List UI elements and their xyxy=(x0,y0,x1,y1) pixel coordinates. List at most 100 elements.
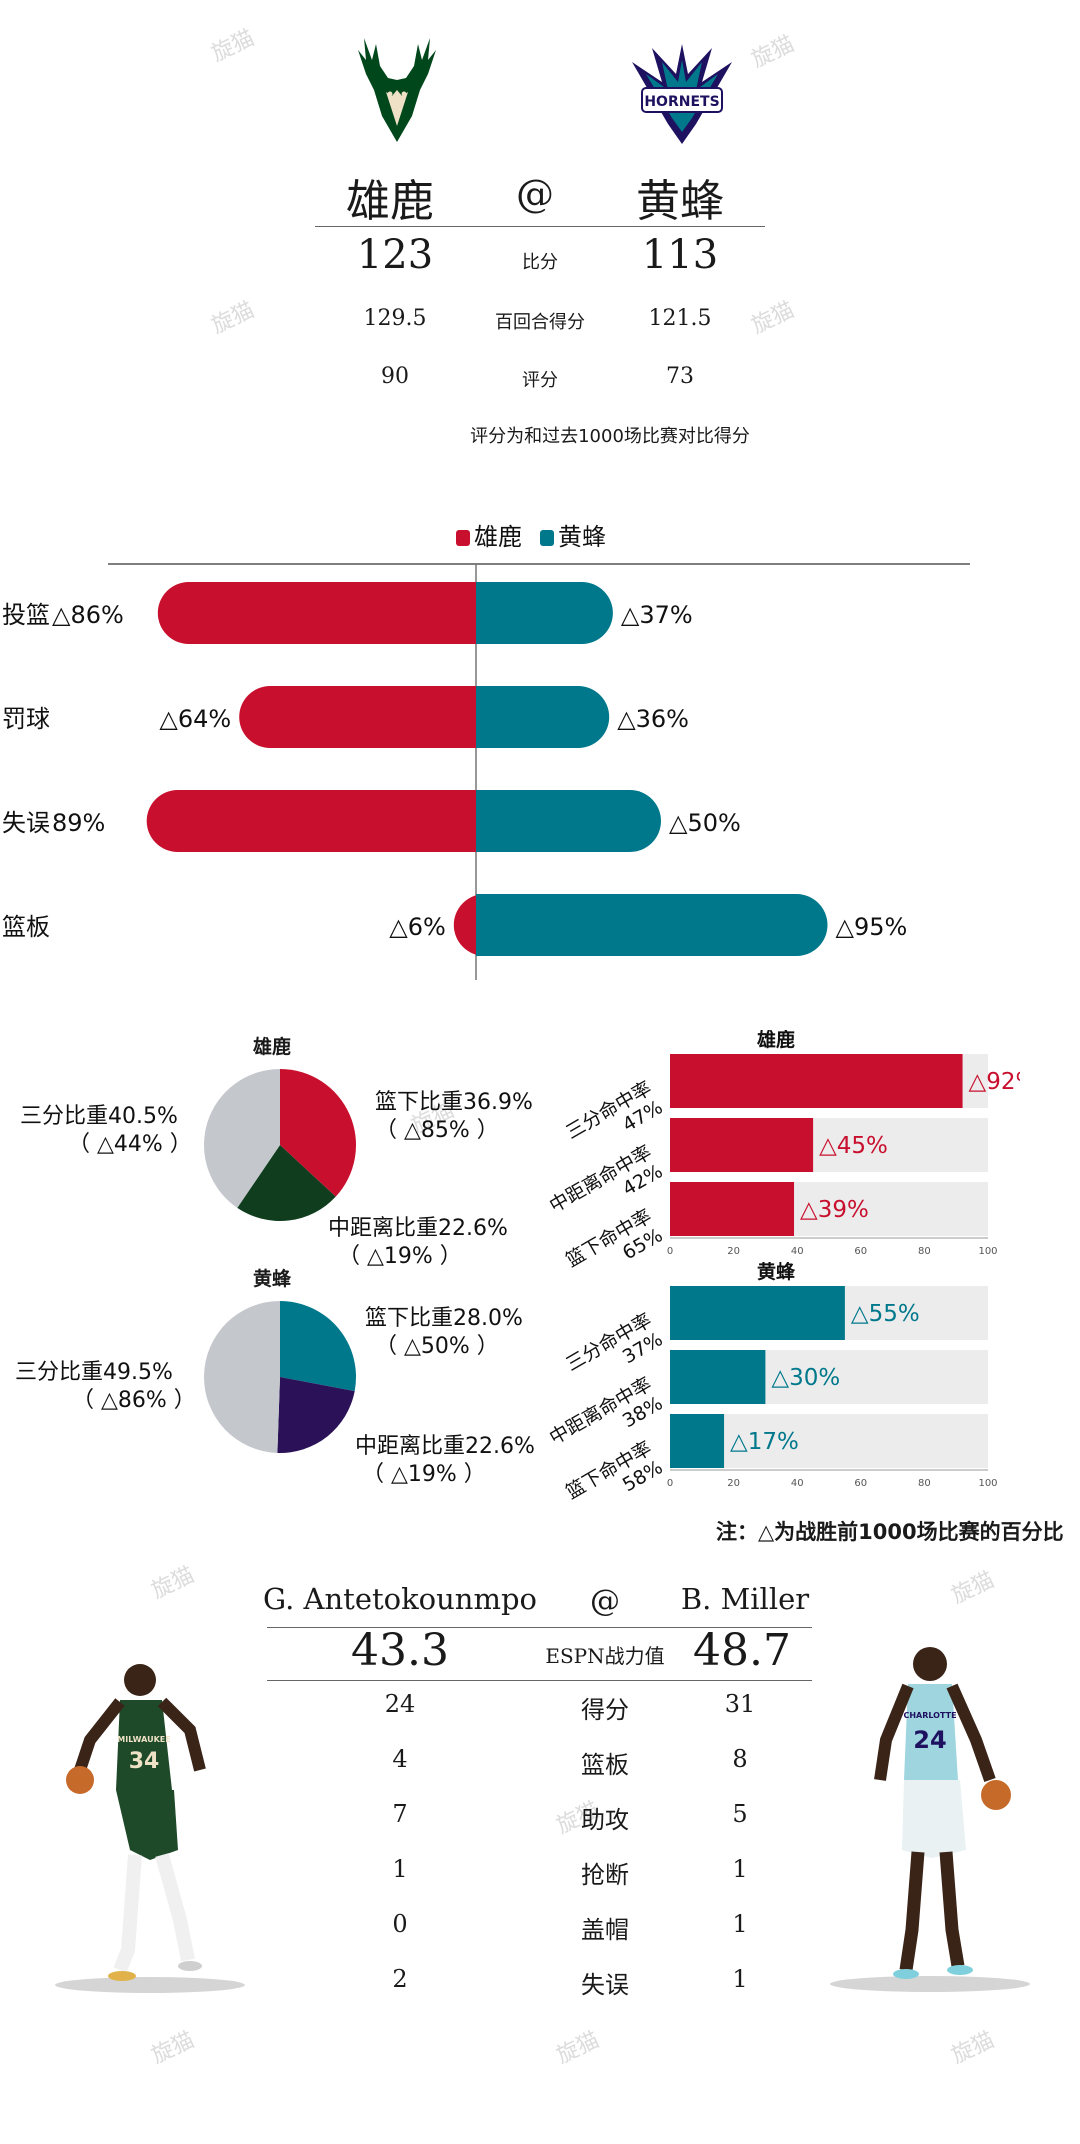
home-jersey-text: MILWAUKEE xyxy=(117,1735,170,1744)
shooting-bar-chart-home: 雄鹿△92%三分命中率47%△45%中距离命中率42%△39%篮下命中率65%0… xyxy=(546,1030,1020,1270)
home-value-label-0: △86% xyxy=(52,601,124,629)
bar-away-3 xyxy=(476,894,828,956)
x-tick-label: 0 xyxy=(667,1478,673,1489)
score-label: 比分 xyxy=(522,252,558,273)
bar-value-label-2: △17% xyxy=(730,1429,799,1455)
away-per100: 121.5 xyxy=(648,306,712,331)
pie-title-away: 黄蜂 xyxy=(252,1268,291,1290)
watermark: 旋猫 xyxy=(147,2027,199,2069)
home-espn-rating: 43.3 xyxy=(351,1625,449,1676)
pie-slice-1 xyxy=(277,1377,355,1453)
bucks-deer-logo-icon xyxy=(352,30,442,150)
at-symbol: @ xyxy=(516,172,554,216)
bar-1 xyxy=(670,1118,814,1172)
bar-value-label-1: △45% xyxy=(819,1133,888,1159)
x-tick-label: 0 xyxy=(667,1246,673,1257)
bar-home-1 xyxy=(239,686,476,748)
away-value-label-2: △50% xyxy=(669,809,741,837)
stat-label: 得分 xyxy=(581,1696,629,1724)
stat-label: 助攻 xyxy=(581,1806,629,1834)
x-tick-label: 80 xyxy=(918,1246,931,1257)
away-value-label-1: △36% xyxy=(617,705,689,733)
stat-label: 抢断 xyxy=(581,1861,629,1889)
per100-label: 百回合得分 xyxy=(495,312,585,333)
bar-home-3 xyxy=(453,894,485,956)
pie-home-sub-three: （ △44% ） xyxy=(68,1132,192,1157)
bar-value-label-1: △30% xyxy=(771,1365,840,1391)
bar-away-2 xyxy=(476,790,661,852)
pie-away-sub-paint: （ △50% ） xyxy=(375,1334,499,1359)
away-stat-value: 5 xyxy=(732,1800,748,1828)
home-stat-value: 7 xyxy=(392,1800,408,1828)
stat-label: 篮板 xyxy=(581,1751,629,1779)
away-jersey-text: CHARLOTTE xyxy=(903,1711,956,1720)
watermark: 旋猫 xyxy=(552,2027,604,2069)
away-espn-rating: 48.7 xyxy=(693,1625,791,1676)
home-player-name: G. Antetokounmpo xyxy=(262,1582,538,1616)
home-stat-value: 0 xyxy=(392,1910,408,1938)
legend-swatch-home xyxy=(456,530,470,546)
svg-text:HORNETS: HORNETS xyxy=(644,94,719,110)
header-divider xyxy=(315,226,765,227)
watermark: 旋猫 xyxy=(947,1567,999,1609)
pie-away-sub-mid: （ △19% ） xyxy=(362,1462,486,1487)
home-value-label-1: △64% xyxy=(159,705,231,733)
home-value-label-3: △6% xyxy=(389,913,446,941)
home-stat-value: 24 xyxy=(384,1690,416,1718)
away-value-label-0: △37% xyxy=(621,601,693,629)
pie-home-label-three: 三分比重40.5% xyxy=(20,1104,178,1129)
away-value-label-3: △95% xyxy=(836,913,908,941)
pie-away-label-paint: 篮下比重28.0% xyxy=(365,1306,523,1331)
pie-slice-2 xyxy=(203,1069,280,1208)
stat-label: 盖帽 xyxy=(581,1916,629,1944)
away-stat-value: 8 xyxy=(732,1745,748,1773)
bar-2 xyxy=(670,1182,795,1236)
legend-swatch-away xyxy=(540,530,554,546)
pie-title-home: 雄鹿 xyxy=(252,1036,291,1058)
bar-0 xyxy=(670,1286,845,1340)
home-stat-value: 2 xyxy=(392,1965,408,1993)
category-label-2: 失误 xyxy=(2,809,50,837)
x-tick-label: 60 xyxy=(854,1246,867,1257)
away-rating: 73 xyxy=(666,364,694,389)
player-at-symbol: @ xyxy=(590,1584,620,1619)
x-tick-label: 60 xyxy=(854,1478,867,1489)
away-jersey-number: 24 xyxy=(913,1726,946,1754)
pie-chart-away xyxy=(204,1301,356,1453)
x-tick-label: 40 xyxy=(791,1478,804,1489)
pie-away-sub-three: （ △86% ） xyxy=(72,1388,196,1413)
pie-slice-2 xyxy=(204,1301,280,1453)
watermark: 旋猫 xyxy=(207,25,259,67)
pie-away-label-three: 三分比重49.5% xyxy=(15,1360,173,1385)
home-stat-value: 4 xyxy=(392,1745,408,1773)
x-tick-label: 100 xyxy=(978,1246,997,1257)
away-stat-value: 1 xyxy=(732,1965,748,1993)
category-label-0: 投篮 xyxy=(2,601,50,629)
pie-home-label-paint: 篮下比重36.9% xyxy=(375,1090,533,1115)
player-divider-top xyxy=(267,1627,812,1628)
away-player-image: CHARLOTTE 24 xyxy=(820,1630,1040,2000)
watermark: 旋猫 xyxy=(747,31,799,73)
watermark: 旋猫 xyxy=(147,1562,199,1604)
home-rating: 90 xyxy=(381,364,409,389)
pie-home-sub-mid: （ △19% ） xyxy=(338,1244,462,1269)
home-jersey-number: 34 xyxy=(129,1749,160,1774)
home-value-label-2: 89% xyxy=(52,809,105,837)
bar-value-label-0: △55% xyxy=(851,1301,920,1327)
x-tick-label: 20 xyxy=(727,1478,740,1489)
bar-chart-title: 黄蜂 xyxy=(757,1262,796,1283)
watermark: 旋猫 xyxy=(947,2027,999,2069)
pie-home-label-mid: 中距离比重22.6% xyxy=(328,1216,508,1241)
home-team-name: 雄鹿 xyxy=(346,176,434,227)
pie-slice-1 xyxy=(237,1145,336,1221)
away-stat-value: 1 xyxy=(732,1910,748,1938)
bar-home-0 xyxy=(157,582,477,644)
home-stat-value: 1 xyxy=(392,1855,408,1883)
home-per100: 129.5 xyxy=(363,306,427,331)
bar-home-2 xyxy=(146,790,476,852)
bar-2 xyxy=(670,1414,725,1468)
hornets-logo-icon: HORNETS xyxy=(622,34,742,149)
pie-home-sub-paint: （ △85% ） xyxy=(375,1118,499,1143)
bar-value-label-0: △92% xyxy=(969,1069,1020,1095)
